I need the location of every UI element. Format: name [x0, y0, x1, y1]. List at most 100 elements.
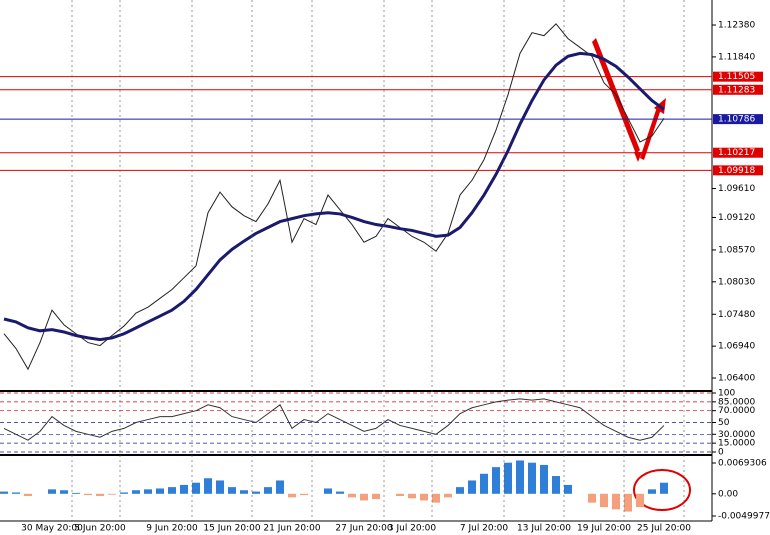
histogram-bar — [192, 482, 200, 494]
histogram-bar — [432, 493, 440, 503]
histogram-bar — [156, 488, 164, 494]
histogram-bar — [228, 487, 236, 494]
histogram-bar — [144, 489, 152, 494]
histogram-bar — [564, 484, 572, 494]
y-tick-label: 1.11840 — [718, 52, 755, 62]
y-tick-label: 0.0069306 — [718, 459, 767, 469]
histogram-bar — [132, 490, 140, 494]
x-tick-label: 19 Jul 20:00 — [577, 524, 631, 534]
histogram-bar — [396, 493, 404, 497]
histogram-bar — [360, 493, 368, 501]
y-tick-label: 1.12380 — [718, 21, 755, 31]
histogram-bar — [648, 489, 656, 494]
histogram-bar — [252, 491, 260, 494]
x-tick-label: 3 Jul 20:00 — [388, 524, 437, 534]
histogram-bar — [264, 487, 272, 494]
histogram-bar — [12, 492, 20, 494]
histogram-bar — [348, 493, 356, 498]
histogram-bar — [108, 493, 116, 495]
x-tick-label: 25 Jul 20:00 — [637, 524, 691, 534]
histogram-bar — [84, 493, 92, 496]
y-tick-label: 0.00 — [718, 489, 738, 499]
histogram-bar — [492, 467, 500, 494]
histogram-bar — [420, 493, 428, 501]
level-label: 1.09918 — [718, 166, 755, 176]
annotation-arrow — [640, 104, 662, 160]
x-tick-label: 9 Jun 20:00 — [146, 524, 198, 534]
histogram-bar — [24, 493, 32, 497]
y-tick-label: 1.06400 — [718, 374, 755, 384]
histogram-bar — [216, 480, 224, 494]
histogram-bar — [288, 493, 296, 498]
y-tick-label: 1.08030 — [718, 277, 755, 287]
x-tick-label: 30 May 20:00 — [21, 524, 83, 534]
y-tick-label: 85.0000 — [718, 397, 755, 407]
histogram-bar — [120, 492, 128, 494]
x-tick-label: 5 Jun 20:00 — [74, 524, 126, 534]
y-tick-label: 0 — [718, 448, 724, 458]
histogram-bar — [468, 480, 476, 494]
level-label: 1.11283 — [718, 85, 755, 95]
series-line — [3, 398, 665, 441]
histogram-bar — [204, 478, 212, 494]
y-tick-label: 70.0000 — [718, 406, 755, 416]
histogram-bar — [408, 493, 416, 499]
histogram-bar — [588, 493, 596, 503]
histogram-bar — [456, 487, 464, 494]
y-tick-label: 50 — [718, 418, 730, 428]
histogram-bar — [504, 462, 512, 494]
histogram-bar — [372, 493, 380, 500]
series-line — [3, 23, 665, 371]
x-tick-label: 21 Jun 20:00 — [263, 524, 320, 534]
x-tick-label: 15 Jun 20:00 — [203, 524, 260, 534]
histogram-bar — [624, 493, 632, 512]
histogram-bar — [276, 480, 284, 494]
histogram-bar — [540, 464, 548, 494]
histogram-bar — [660, 482, 668, 494]
level-label-box — [713, 84, 763, 95]
y-tick-label: 1.09610 — [718, 184, 755, 194]
histogram-bar — [48, 489, 56, 494]
histogram-bar — [72, 492, 80, 494]
histogram-bar — [444, 493, 452, 498]
histogram-bar — [336, 491, 344, 494]
level-label: 1.11505 — [718, 72, 755, 82]
histogram-bar — [96, 493, 104, 497]
histogram-bar — [168, 487, 176, 494]
y-tick-label: 30.0000 — [718, 430, 755, 440]
histogram-bar — [300, 493, 308, 496]
y-tick-label: 100 — [718, 389, 735, 399]
level-label-box — [713, 147, 763, 158]
x-tick-label: 13 Jul 20:00 — [517, 524, 571, 534]
x-tick-label: 27 Jun 20:00 — [335, 524, 392, 534]
x-tick-label: 7 Jul 20:00 — [460, 524, 509, 534]
histogram-bar — [240, 490, 248, 494]
annotation-circle — [633, 469, 691, 511]
level-label: 1.10217 — [718, 148, 755, 158]
y-tick-label: 1.07480 — [718, 310, 755, 320]
level-label-box — [713, 71, 763, 82]
y-tick-label: 15.0000 — [718, 439, 755, 449]
level-label: 1.10786 — [718, 115, 755, 125]
histogram-bar — [180, 484, 188, 494]
histogram-bar — [60, 490, 68, 494]
level-label-box — [713, 165, 763, 176]
histogram-bar — [612, 493, 620, 510]
level-label-box — [713, 114, 763, 125]
series-line — [3, 51, 665, 342]
histogram-bar — [480, 473, 488, 494]
histogram-bar — [528, 462, 536, 494]
annotation-arrow — [592, 38, 640, 154]
annotation-arrow-head — [634, 152, 642, 162]
histogram-bar — [0, 491, 8, 494]
histogram-bar — [516, 460, 524, 494]
histogram-bar — [552, 476, 560, 494]
y-tick-label: 1.06940 — [718, 342, 755, 352]
histogram-bar — [600, 493, 608, 508]
histogram-bar — [324, 488, 332, 494]
y-tick-label: 1.08570 — [718, 245, 755, 255]
y-tick-label: 1.09120 — [718, 213, 755, 223]
histogram-bar — [636, 493, 644, 508]
